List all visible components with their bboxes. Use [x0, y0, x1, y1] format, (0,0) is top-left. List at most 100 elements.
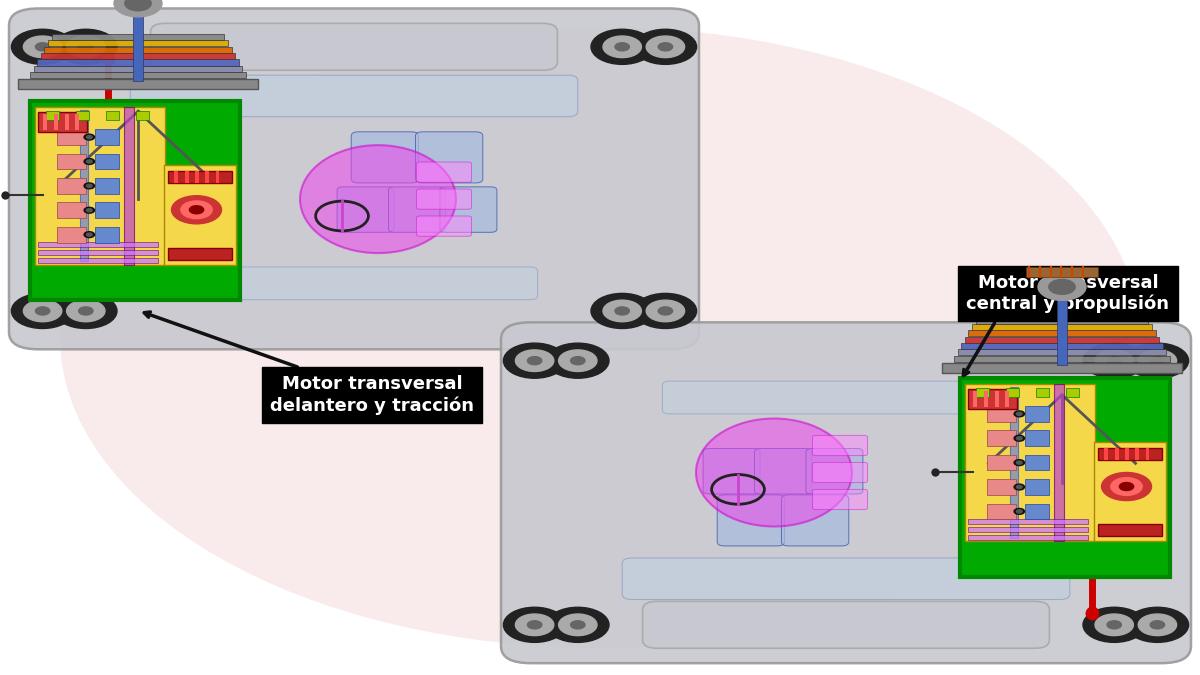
FancyBboxPatch shape — [1098, 448, 1163, 460]
FancyBboxPatch shape — [58, 129, 86, 145]
Circle shape — [527, 621, 542, 629]
FancyBboxPatch shape — [984, 391, 988, 407]
FancyBboxPatch shape — [352, 132, 419, 183]
Circle shape — [66, 36, 104, 57]
FancyBboxPatch shape — [968, 535, 1087, 540]
FancyBboxPatch shape — [500, 323, 1190, 663]
FancyBboxPatch shape — [164, 165, 235, 265]
Circle shape — [66, 300, 104, 322]
Circle shape — [527, 356, 542, 365]
FancyBboxPatch shape — [54, 114, 58, 130]
FancyBboxPatch shape — [95, 178, 119, 194]
FancyBboxPatch shape — [755, 448, 811, 494]
FancyBboxPatch shape — [1104, 448, 1109, 460]
Circle shape — [558, 350, 598, 371]
FancyBboxPatch shape — [968, 526, 1087, 532]
Circle shape — [634, 294, 696, 329]
FancyBboxPatch shape — [107, 115, 185, 230]
Circle shape — [1014, 460, 1025, 466]
FancyBboxPatch shape — [610, 299, 677, 323]
FancyBboxPatch shape — [812, 462, 868, 483]
FancyBboxPatch shape — [205, 171, 209, 183]
FancyBboxPatch shape — [337, 187, 394, 232]
FancyBboxPatch shape — [106, 111, 119, 119]
Circle shape — [590, 294, 653, 329]
Circle shape — [546, 343, 610, 378]
Circle shape — [78, 307, 92, 315]
Ellipse shape — [300, 145, 456, 253]
Circle shape — [172, 196, 222, 224]
FancyBboxPatch shape — [80, 111, 88, 261]
FancyBboxPatch shape — [965, 337, 1159, 343]
FancyBboxPatch shape — [58, 154, 86, 169]
FancyBboxPatch shape — [170, 267, 538, 300]
FancyBboxPatch shape — [194, 171, 199, 183]
Circle shape — [54, 29, 116, 64]
Circle shape — [1014, 484, 1025, 490]
FancyBboxPatch shape — [988, 504, 1016, 519]
FancyBboxPatch shape — [1006, 391, 1009, 407]
FancyBboxPatch shape — [95, 202, 119, 218]
Circle shape — [125, 0, 151, 11]
Circle shape — [84, 207, 95, 213]
Circle shape — [1016, 461, 1022, 464]
FancyBboxPatch shape — [1036, 388, 1049, 396]
FancyBboxPatch shape — [52, 34, 224, 40]
Circle shape — [1126, 343, 1189, 378]
FancyBboxPatch shape — [95, 227, 119, 242]
FancyBboxPatch shape — [130, 75, 578, 117]
FancyBboxPatch shape — [18, 80, 258, 90]
FancyBboxPatch shape — [174, 171, 179, 183]
Circle shape — [614, 43, 629, 51]
Ellipse shape — [995, 485, 1038, 500]
FancyBboxPatch shape — [46, 111, 59, 119]
FancyBboxPatch shape — [48, 40, 228, 47]
FancyBboxPatch shape — [76, 114, 79, 130]
FancyBboxPatch shape — [1103, 613, 1170, 637]
FancyBboxPatch shape — [976, 317, 1148, 323]
Circle shape — [1111, 478, 1142, 495]
FancyBboxPatch shape — [216, 171, 220, 183]
Circle shape — [86, 160, 92, 163]
Circle shape — [590, 29, 653, 64]
Circle shape — [602, 36, 642, 57]
FancyBboxPatch shape — [961, 343, 1163, 349]
FancyBboxPatch shape — [30, 101, 240, 300]
FancyBboxPatch shape — [954, 356, 1170, 362]
FancyBboxPatch shape — [522, 348, 589, 373]
Circle shape — [86, 184, 92, 188]
Circle shape — [634, 29, 696, 64]
FancyBboxPatch shape — [38, 250, 157, 255]
Circle shape — [646, 36, 684, 57]
Circle shape — [515, 350, 553, 371]
Circle shape — [1016, 437, 1022, 440]
FancyBboxPatch shape — [522, 613, 589, 637]
FancyBboxPatch shape — [58, 227, 86, 242]
FancyBboxPatch shape — [703, 448, 760, 494]
FancyBboxPatch shape — [1115, 448, 1118, 460]
FancyBboxPatch shape — [968, 330, 1156, 336]
Circle shape — [190, 206, 204, 214]
Circle shape — [84, 134, 95, 140]
FancyBboxPatch shape — [416, 189, 472, 209]
FancyBboxPatch shape — [973, 391, 977, 407]
FancyBboxPatch shape — [1098, 524, 1163, 537]
Circle shape — [1049, 279, 1075, 294]
FancyBboxPatch shape — [1103, 348, 1170, 373]
Circle shape — [23, 300, 61, 322]
Circle shape — [1014, 508, 1025, 514]
Text: Motor transversal
central y propulsión: Motor transversal central y propulsión — [966, 274, 1170, 313]
Circle shape — [35, 43, 49, 51]
Circle shape — [1014, 411, 1025, 416]
FancyBboxPatch shape — [662, 381, 1030, 414]
Circle shape — [1138, 350, 1177, 371]
Circle shape — [1151, 621, 1165, 629]
Circle shape — [35, 307, 49, 315]
FancyBboxPatch shape — [58, 202, 86, 218]
FancyBboxPatch shape — [988, 455, 1016, 470]
FancyBboxPatch shape — [416, 162, 472, 182]
Circle shape — [546, 608, 610, 643]
FancyBboxPatch shape — [643, 601, 1050, 648]
FancyBboxPatch shape — [185, 171, 188, 183]
Circle shape — [86, 233, 92, 236]
